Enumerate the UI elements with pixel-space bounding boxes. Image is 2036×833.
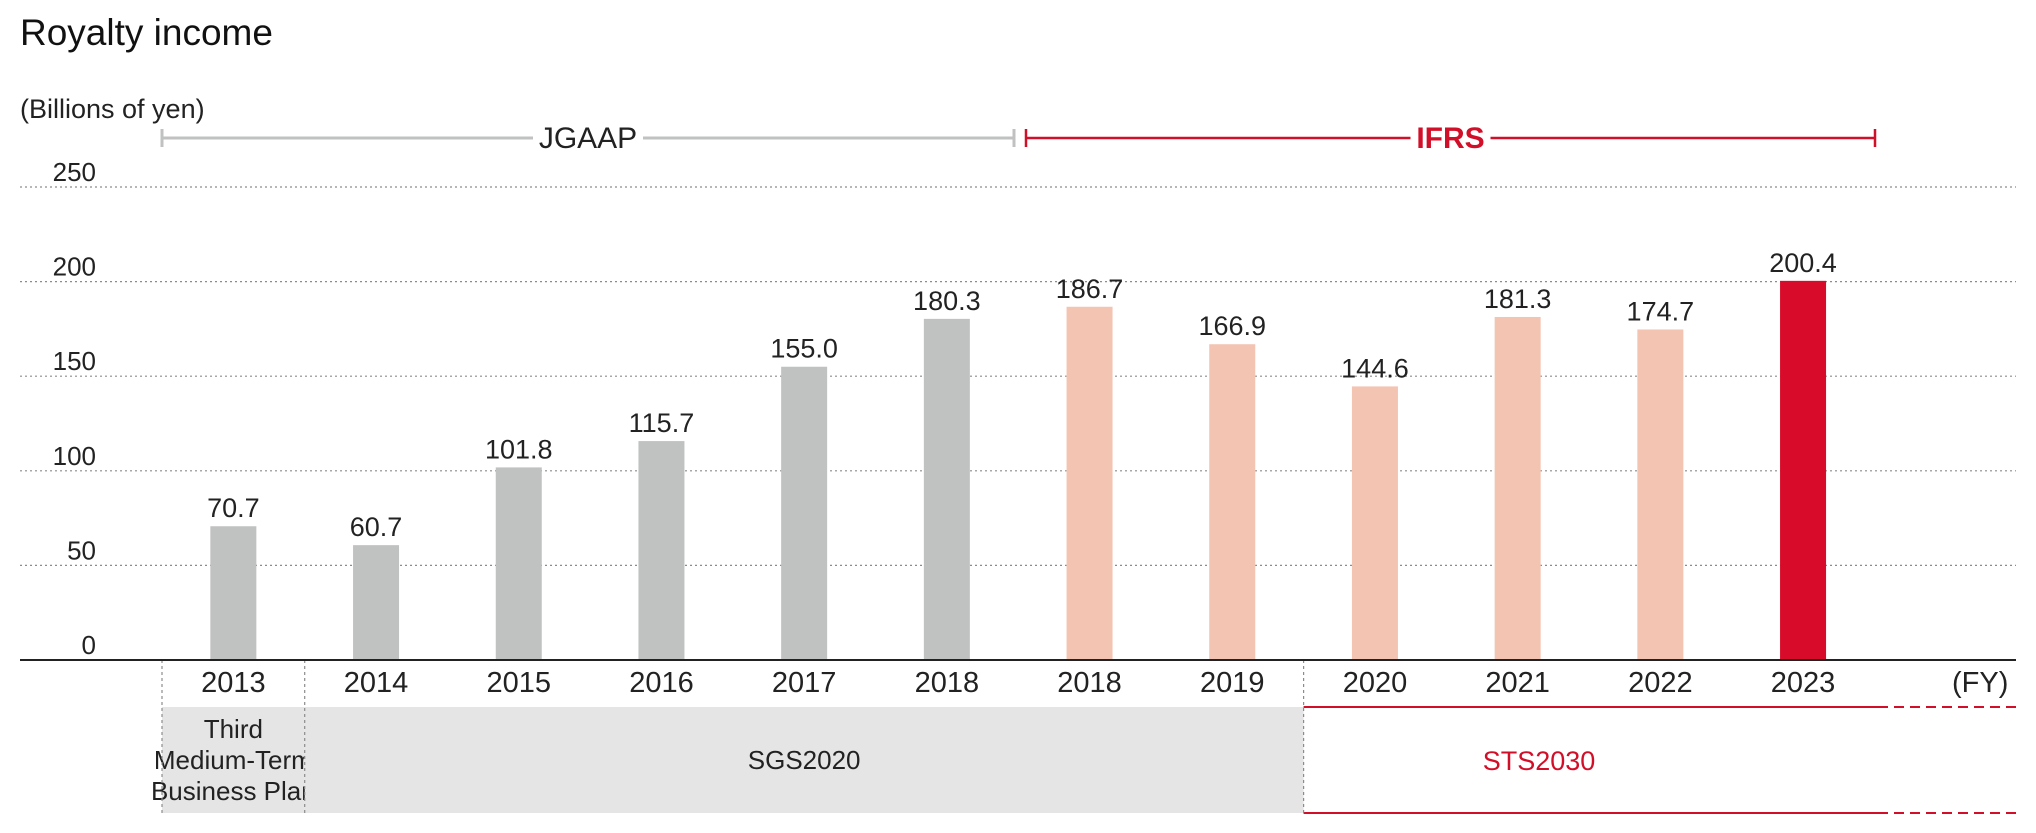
y-axis-unit: (Billions of yen) bbox=[20, 94, 205, 124]
bars bbox=[210, 280, 1827, 660]
value-label: 181.3 bbox=[1484, 284, 1552, 314]
value-label: 60.7 bbox=[350, 512, 403, 542]
bar bbox=[353, 545, 400, 660]
standard-label: JGAAP bbox=[539, 122, 637, 155]
bar bbox=[1494, 316, 1541, 660]
x-tick-label: 2018 bbox=[1057, 667, 1122, 699]
value-labels: 70.7 60.7 101.8 115.7 155.0 180.3 186.7 166.9 14… bbox=[207, 248, 1837, 542]
y-tick-label: 250 bbox=[53, 157, 96, 187]
x-tick-label: 2021 bbox=[1485, 667, 1550, 699]
accounting-standard-brackets: JGAAP IFRS bbox=[160, 122, 1877, 155]
value-label: 70.7 bbox=[207, 493, 260, 523]
x-tick-label: 2016 bbox=[629, 667, 694, 699]
x-tick-label: 2023 bbox=[1771, 667, 1836, 699]
bar bbox=[1209, 344, 1256, 660]
bar bbox=[1780, 280, 1827, 660]
bar bbox=[781, 366, 828, 660]
bar bbox=[1351, 386, 1398, 660]
bar bbox=[495, 467, 542, 660]
y-tick-label: 100 bbox=[53, 441, 96, 471]
bar bbox=[1637, 329, 1684, 660]
x-tick-label: 2020 bbox=[1343, 667, 1408, 699]
bar bbox=[638, 441, 685, 660]
x-tick-label: 2013 bbox=[201, 667, 266, 699]
x-axis-unit: (FY) bbox=[1952, 667, 2008, 699]
y-tick-label: 150 bbox=[53, 346, 96, 376]
plan-label: Business Plan bbox=[151, 776, 316, 806]
bar bbox=[1066, 306, 1113, 660]
plan-label: Third bbox=[204, 714, 263, 744]
value-label: 155.0 bbox=[770, 334, 838, 364]
value-label: 200.4 bbox=[1769, 248, 1837, 278]
x-axis-labels: 2013 2014 2015 2016 2017 2018 2018 2019 2020 2021… bbox=[201, 667, 1835, 699]
y-axis-ticks: 0 50 100 150 200 250 bbox=[53, 157, 96, 660]
x-tick-label: 2015 bbox=[486, 667, 551, 699]
x-tick-label: 2017 bbox=[772, 667, 837, 699]
value-label: 174.7 bbox=[1627, 296, 1695, 326]
gridlines bbox=[20, 186, 2016, 567]
plan-label: Medium-Term bbox=[154, 745, 313, 775]
value-label: 180.3 bbox=[913, 286, 981, 316]
x-tick-label: 2019 bbox=[1200, 667, 1265, 699]
value-label: 166.9 bbox=[1198, 311, 1266, 341]
plan-band bbox=[304, 707, 1304, 813]
x-tick-label: 2018 bbox=[915, 667, 980, 699]
value-label: 101.8 bbox=[485, 434, 553, 464]
bar bbox=[210, 526, 257, 660]
value-label: 144.6 bbox=[1341, 353, 1409, 383]
y-tick-label: 200 bbox=[53, 252, 96, 282]
chart-title: Royalty income bbox=[20, 12, 273, 53]
x-tick-label: 2022 bbox=[1628, 667, 1693, 699]
value-label: 115.7 bbox=[629, 408, 695, 438]
standard-label: IFRS bbox=[1416, 122, 1484, 155]
x-tick-label: 2014 bbox=[344, 667, 409, 699]
plan-label: SGS2020 bbox=[748, 745, 861, 775]
value-label: 186.7 bbox=[1056, 274, 1124, 304]
plan-band bbox=[162, 707, 305, 813]
bar bbox=[923, 318, 970, 660]
y-tick-label: 50 bbox=[67, 535, 96, 565]
y-tick-label: 0 bbox=[82, 630, 96, 660]
plan-label: STS2030 bbox=[1483, 746, 1596, 776]
